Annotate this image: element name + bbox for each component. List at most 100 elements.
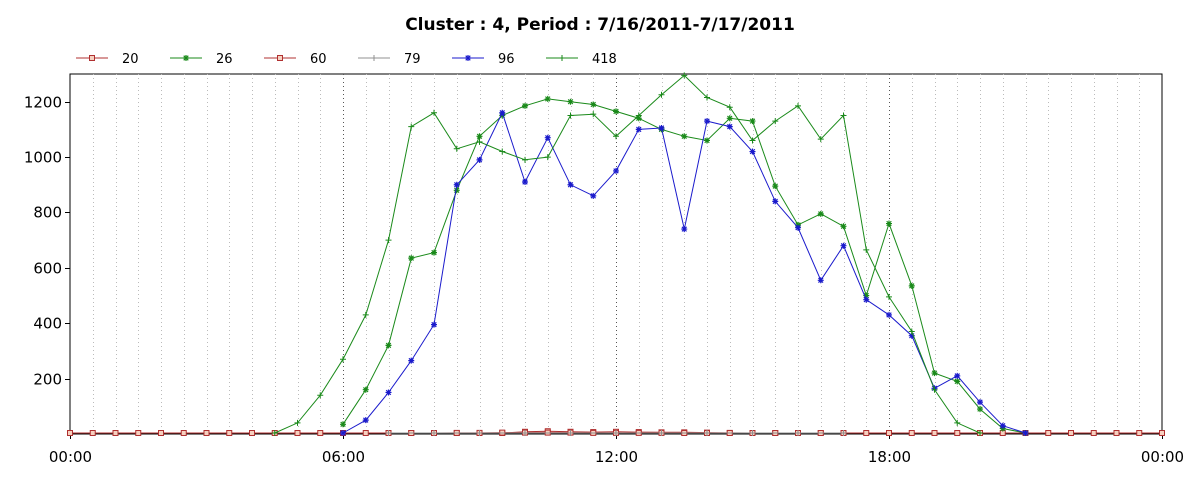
- data-point: [203, 430, 210, 436]
- data-point: [89, 430, 96, 436]
- data-point: [886, 293, 892, 300]
- data-point: [522, 102, 528, 109]
- data-point: [954, 378, 961, 385]
- data-point: [635, 112, 642, 119]
- data-point: [931, 386, 938, 393]
- legend-marker: [371, 55, 377, 61]
- legend-marker: [559, 55, 565, 61]
- data-point: [362, 430, 369, 436]
- data-point: [886, 220, 892, 227]
- data-point: [362, 417, 369, 424]
- series-79: [385, 430, 847, 436]
- data-point: [863, 430, 870, 436]
- data-point: [908, 430, 915, 436]
- data-point: [931, 430, 938, 436]
- data-point: [817, 277, 824, 284]
- data-point: [886, 311, 892, 318]
- data-point: [476, 138, 483, 145]
- data-point: [294, 419, 301, 426]
- data-point: [385, 430, 392, 436]
- data-point: [385, 237, 392, 244]
- data-point: [863, 246, 870, 253]
- data-point: [340, 421, 346, 428]
- data-point: [271, 430, 278, 436]
- data-point: [431, 249, 437, 256]
- data-point: [590, 101, 597, 108]
- data-point: [431, 109, 437, 116]
- data-point: [886, 430, 892, 436]
- y-tick-label: 600: [33, 260, 62, 278]
- data-point: [635, 126, 642, 133]
- legend-label: 26: [216, 52, 233, 67]
- data-point: [749, 148, 756, 155]
- data-point: [522, 179, 528, 185]
- data-point: [317, 430, 324, 436]
- data-point: [999, 422, 1006, 429]
- data-point: [908, 282, 915, 289]
- data-point: [658, 430, 665, 436]
- data-point: [749, 430, 756, 436]
- data-point: [544, 95, 551, 102]
- legend-label: 96: [498, 52, 515, 67]
- data-point: [613, 430, 619, 436]
- data-point: [590, 192, 597, 199]
- data-point: [681, 133, 688, 140]
- x-tick-label: 18:00: [868, 448, 911, 466]
- data-point: [863, 292, 870, 299]
- chart-title: Cluster : 4, Period : 7/16/2011-7/17/201…: [405, 15, 795, 35]
- data-point: [931, 370, 938, 377]
- data-point: [385, 342, 392, 349]
- y-tick-label: 800: [33, 204, 62, 222]
- y-tick-label: 1200: [24, 94, 62, 112]
- data-point: [726, 115, 733, 122]
- data-point: [180, 430, 187, 436]
- data-point: [1090, 430, 1097, 436]
- data-point: [840, 112, 847, 119]
- data-point: [658, 91, 665, 98]
- data-point: [408, 255, 415, 262]
- data-point: [362, 311, 369, 318]
- data-point: [567, 430, 574, 436]
- data-point: [772, 183, 779, 190]
- data-point: [681, 72, 688, 79]
- data-point: [726, 123, 733, 130]
- data-point: [158, 430, 164, 436]
- data-point: [908, 328, 915, 335]
- data-point: [726, 104, 733, 111]
- data-point: [522, 156, 528, 163]
- data-point: [567, 181, 574, 188]
- data-point: [772, 198, 779, 205]
- data-point: [704, 137, 710, 144]
- x-tick-label: 12:00: [595, 448, 638, 466]
- data-point: [840, 242, 847, 249]
- legend-marker: [89, 55, 95, 61]
- data-point: [977, 430, 983, 436]
- data-point: [1113, 430, 1120, 436]
- legend-marker: [183, 55, 189, 61]
- data-point: [749, 118, 756, 125]
- legend-label: 418: [592, 52, 617, 67]
- data-point: [135, 430, 142, 436]
- data-point: [1136, 430, 1143, 436]
- data-point: [340, 356, 346, 363]
- data-point: [499, 148, 506, 155]
- x-tick-label: 06:00: [322, 448, 365, 466]
- legend-item-20: 20: [76, 52, 139, 67]
- data-point: [817, 210, 824, 217]
- legend-label: 20: [122, 52, 139, 67]
- data-point: [795, 430, 801, 436]
- data-point: [977, 399, 983, 406]
- data-point: [499, 109, 506, 116]
- data-point: [749, 137, 756, 144]
- data-point: [795, 224, 801, 231]
- plot-area: 200 400 600 800 1000 1200 00:00 06:00 12:00 18:00…: [24, 72, 1184, 466]
- data-point: [1068, 430, 1074, 436]
- data-point: [1022, 430, 1029, 436]
- y-tick-label: 400: [33, 315, 62, 333]
- data-point: [817, 136, 824, 143]
- data-point: [431, 430, 437, 436]
- data-point: [112, 430, 119, 436]
- legend-item-96: 96: [452, 52, 515, 67]
- data-point: [522, 430, 528, 436]
